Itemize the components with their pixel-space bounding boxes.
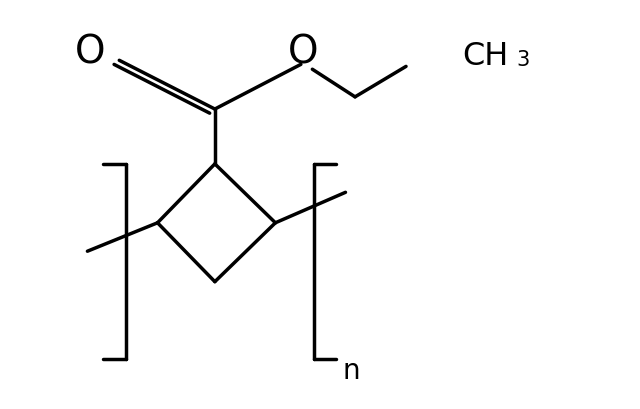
Text: O: O xyxy=(76,33,106,71)
Text: CH: CH xyxy=(463,41,509,72)
Text: 3: 3 xyxy=(516,50,529,70)
Text: O: O xyxy=(287,33,318,71)
Text: n: n xyxy=(342,357,360,385)
